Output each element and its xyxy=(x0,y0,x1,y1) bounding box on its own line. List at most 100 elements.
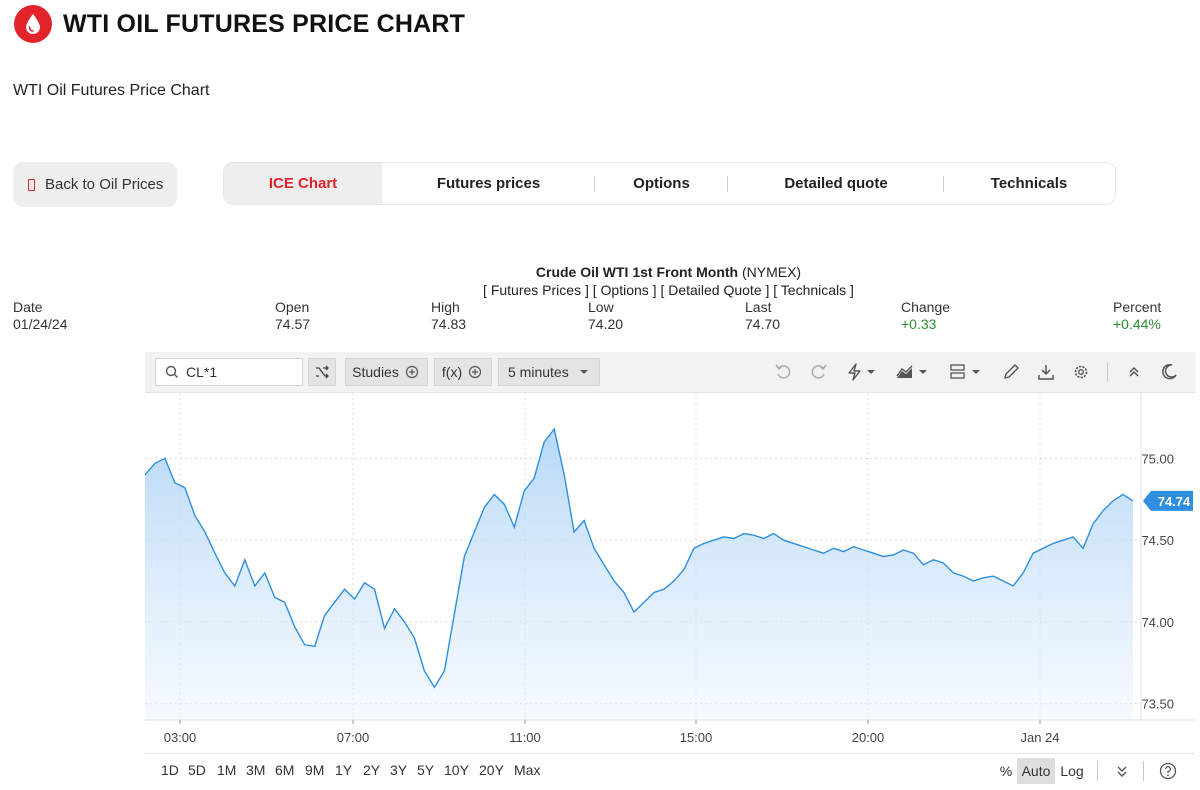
quote-change: Change +0.33 xyxy=(901,299,950,333)
fx-label: f(x) xyxy=(441,364,463,380)
last-price-label: 74.74 xyxy=(1158,494,1191,509)
collapse-icon[interactable] xyxy=(1123,361,1145,383)
page-subtitle: WTI Oil Futures Price Chart xyxy=(13,82,210,99)
theme-moon-icon[interactable] xyxy=(1158,361,1180,383)
settings-gear-icon[interactable] xyxy=(1070,361,1092,383)
bottombar-divider xyxy=(1143,761,1144,781)
quote-value: 74.20 xyxy=(588,316,624,332)
x-tick-label: 11:00 xyxy=(509,730,541,745)
quote-label: Open xyxy=(275,299,310,315)
quote-high: High 74.83 xyxy=(431,299,466,333)
quote-low: Low 74.20 xyxy=(588,299,623,333)
quote-label: Percent xyxy=(1113,299,1162,315)
x-tick-label: 20:00 xyxy=(852,730,885,745)
range-1d[interactable]: 1D xyxy=(161,762,179,778)
range-max[interactable]: Max xyxy=(514,762,541,778)
last-price-badge xyxy=(1143,490,1193,511)
tab-options[interactable]: Options xyxy=(595,163,728,204)
x-axis: 03:00 07:00 11:00 15:00 20:00 Jan 24 xyxy=(145,719,1195,745)
layout-icon[interactable] xyxy=(948,361,984,383)
range-6m[interactable]: 6M xyxy=(275,762,295,778)
last-price-marker: 74.74 xyxy=(1143,490,1193,511)
interval-select[interactable]: 5 minutes xyxy=(498,358,600,386)
range-5d[interactable]: 5D xyxy=(188,762,206,778)
chart-title: Crude Oil WTI 1st Front Month (NYMEX) xyxy=(0,264,1200,280)
help-icon[interactable] xyxy=(1156,758,1180,784)
tab-label: Options xyxy=(633,175,690,192)
back-icon xyxy=(28,178,35,191)
instrument-exchange: (NYMEX) xyxy=(741,264,802,280)
range-20y[interactable]: 20Y xyxy=(479,762,504,778)
quote-value: 01/24/24 xyxy=(13,316,68,332)
interval-label: 5 minutes xyxy=(508,364,569,380)
page-title: WTI OIL FUTURES PRICE CHART xyxy=(63,9,466,38)
quote-percent: Percent +0.44% xyxy=(1113,299,1161,333)
oil-drop-icon xyxy=(14,5,52,43)
range-10y[interactable]: 10Y xyxy=(444,762,469,778)
quote-open: Open 74.57 xyxy=(275,299,310,333)
range-9m[interactable]: 9M xyxy=(305,762,325,778)
percent-scale-button[interactable]: % xyxy=(999,763,1013,779)
quote-value: 74.57 xyxy=(275,316,311,332)
download-icon[interactable] xyxy=(1035,361,1057,383)
quote-label: Last xyxy=(745,299,772,315)
expand-down-icon[interactable] xyxy=(1110,758,1134,784)
quote-label: Change xyxy=(901,299,951,315)
undo-icon[interactable] xyxy=(772,361,794,383)
log-scale-button[interactable]: Log xyxy=(1060,763,1084,779)
redo-icon[interactable] xyxy=(808,361,830,383)
quote-label: Date xyxy=(13,299,43,315)
quote-date: Date 01/24/24 xyxy=(13,299,68,333)
quote-value: 74.83 xyxy=(431,316,467,332)
chart-links[interactable]: [ Futures Prices ] [ Options ] [ Detaile… xyxy=(483,282,854,298)
chevron-down-icon xyxy=(579,370,588,374)
range-1m[interactable]: 1M xyxy=(217,762,237,778)
page-header: WTI OIL FUTURES PRICE CHART xyxy=(14,4,465,44)
y-tick-label: 73.50 xyxy=(1141,697,1174,712)
price-line xyxy=(144,427,1134,689)
events-icon[interactable] xyxy=(845,361,879,383)
tab-ice-chart[interactable]: ICE Chart xyxy=(224,163,382,204)
compare-button[interactable] xyxy=(308,358,336,386)
shuffle-icon xyxy=(316,365,329,379)
quote-value: +0.44% xyxy=(1113,316,1161,332)
back-to-oil-prices-button[interactable]: Back to Oil Prices xyxy=(13,162,177,207)
x-tick-label: 07:00 xyxy=(337,730,370,745)
tab-futures-prices[interactable]: Futures prices xyxy=(382,163,595,204)
toolbar-divider xyxy=(1107,362,1108,382)
range-1y[interactable]: 1Y xyxy=(335,762,353,778)
tab-detailed-quote[interactable]: Detailed quote xyxy=(728,163,944,204)
y-tick-label: 74.50 xyxy=(1141,533,1174,548)
quote-last: Last 74.70 xyxy=(745,299,780,333)
plus-circle-icon xyxy=(405,365,418,379)
range-2y[interactable]: 2Y xyxy=(363,762,381,778)
studies-button[interactable]: Studies xyxy=(345,358,428,386)
pencil-icon[interactable] xyxy=(1000,361,1022,383)
y-axis: 75.00 74.50 74.00 73.50 xyxy=(1140,393,1174,720)
auto-scale-button[interactable]: Auto xyxy=(1017,758,1055,784)
quote-label: High xyxy=(431,299,460,315)
symbol-search-input[interactable]: CL*1 xyxy=(155,358,303,386)
studies-label: Studies xyxy=(352,364,399,380)
tab-bar: ICE Chart Futures prices Options Detaile… xyxy=(223,162,1116,205)
range-5y[interactable]: 5Y xyxy=(417,762,435,778)
x-tick-label: 03:00 xyxy=(164,730,197,745)
bottombar-divider xyxy=(1097,761,1098,781)
quote-value: 74.70 xyxy=(745,316,781,332)
tab-technicals[interactable]: Technicals xyxy=(990,175,1068,192)
quote-label: Low xyxy=(588,299,614,315)
back-button-label: Back to Oil Prices xyxy=(45,176,164,193)
symbol-value: CL*1 xyxy=(186,364,218,380)
chart-toolbar: CL*1 Studies f(x) 5 minutes xyxy=(145,352,1195,393)
range-3m[interactable]: 3M xyxy=(246,762,266,778)
price-chart[interactable]: 75.00 74.50 74.00 73.50 03:00 07:00 11:00 15:0… xyxy=(144,393,1195,753)
price-chart-svg: 75.00 74.50 74.00 73.50 03:00 07:00 11:00 15:0… xyxy=(144,393,1195,745)
x-tick-label: 15:00 xyxy=(680,730,713,745)
chart-type-icon[interactable] xyxy=(895,361,931,383)
range-bar: 1D 5D 1M 3M 6M 9M 1Y 2Y 3Y 5Y 10Y 20Y Ma… xyxy=(145,753,1195,787)
range-3y[interactable]: 3Y xyxy=(390,762,408,778)
price-area xyxy=(145,429,1133,720)
fx-button[interactable]: f(x) xyxy=(434,358,492,386)
plus-circle-icon xyxy=(469,365,482,379)
search-icon xyxy=(165,365,178,378)
